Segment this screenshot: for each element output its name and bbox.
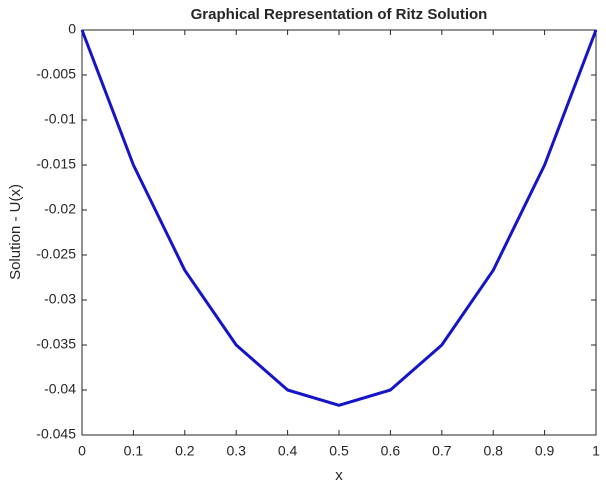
y-tick-label: 0 — [68, 21, 76, 37]
x-tick-label: 0.1 — [124, 443, 144, 459]
y-tick-label: -0.02 — [44, 201, 76, 217]
y-tick-label: -0.045 — [36, 426, 76, 442]
y-axis-label: Solution - U(x) — [7, 184, 24, 280]
x-tick-label: 0.4 — [278, 443, 298, 459]
y-tick-label: -0.005 — [36, 66, 76, 82]
x-tick-label: 0.7 — [432, 443, 452, 459]
y-tick-label: -0.04 — [44, 381, 76, 397]
data-line — [80, 29, 598, 407]
x-tick-label: 0 — [78, 443, 86, 459]
y-tick-label: -0.015 — [36, 156, 76, 172]
x-tick-label: 0.5 — [329, 443, 349, 459]
x-tick-label: 1 — [592, 443, 600, 459]
chart-title: Graphical Representation of Ritz Solutio… — [191, 6, 488, 23]
y-tick-label: -0.01 — [44, 111, 76, 127]
x-tick-label: 0.2 — [175, 443, 195, 459]
y-tick-label: -0.035 — [36, 336, 76, 352]
x-tick-label: 0.8 — [483, 443, 503, 459]
x-axis-label: x — [335, 467, 343, 484]
x-tick-label: 0.9 — [535, 443, 555, 459]
x-tick-label: 0.3 — [226, 443, 246, 459]
y-tick-label: -0.03 — [44, 291, 76, 307]
x-tick-label: 0.6 — [381, 443, 401, 459]
y-tick-label: -0.025 — [36, 246, 76, 262]
